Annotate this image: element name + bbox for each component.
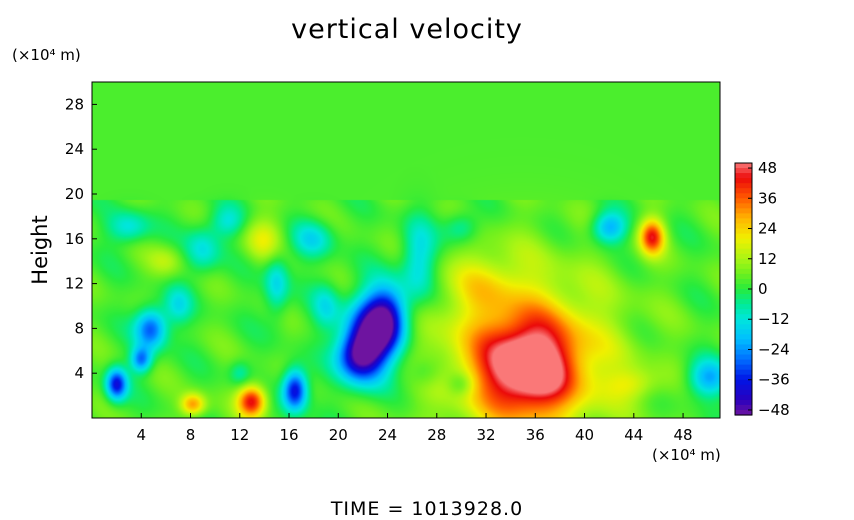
- colorbar-band: [735, 329, 752, 335]
- x-tick-label-8: 8: [186, 426, 196, 444]
- colorbar-band: [735, 168, 752, 174]
- y-tick-label-28: 28: [65, 95, 84, 113]
- colorbar-band: [735, 349, 752, 356]
- x-tick-label-24: 24: [378, 426, 397, 444]
- colorbar-band: [735, 163, 752, 169]
- y-ticks: 4 8 12 16 20 24 28: [65, 95, 97, 382]
- x-axis-unit: (×10⁴ m): [652, 446, 721, 464]
- colorbar-band: [735, 223, 752, 230]
- colorbar-band: [735, 228, 752, 235]
- colorbar-band: [735, 278, 752, 285]
- y-tick-label-12: 12: [65, 275, 84, 293]
- colorbar-label-48: 48: [758, 159, 777, 177]
- x-tick-label-40: 40: [575, 426, 594, 444]
- colorbar-band: [735, 399, 752, 406]
- colorbar-band: [735, 409, 752, 416]
- colorbar-band: [735, 213, 752, 220]
- colorbar-band: [735, 203, 752, 209]
- colorbar-label--12: −12: [758, 310, 790, 328]
- chart-title: vertical velocity: [291, 14, 523, 45]
- colorbar-band: [735, 193, 752, 199]
- colorbar-band: [735, 404, 752, 411]
- colorbar-band: [735, 263, 752, 270]
- colorbar-label-24: 24: [758, 220, 777, 238]
- x-tick-label-36: 36: [526, 426, 545, 444]
- colorbar-band: [735, 384, 752, 391]
- colorbar-band: [735, 218, 752, 225]
- plot-area: [91, 81, 721, 419]
- y-tick-label-20: 20: [65, 185, 84, 203]
- x-tick-label-44: 44: [624, 426, 643, 444]
- colorbar-band: [735, 299, 752, 305]
- y-tick-label-4: 4: [74, 364, 84, 382]
- y-tick-label-24: 24: [65, 140, 84, 158]
- x-tick-label-4: 4: [136, 426, 146, 444]
- colorbar-band: [735, 294, 752, 300]
- colorbar-band: [735, 304, 752, 310]
- colorbar-band: [735, 243, 752, 250]
- y-tick-label-16: 16: [65, 230, 84, 248]
- colorbar: 48 36 24 12 0 −12 −24 −36 −48: [734, 159, 790, 419]
- x-tick-label-16: 16: [279, 426, 298, 444]
- colorbar-band: [735, 309, 752, 315]
- time-readout: TIME = 1013928.0: [330, 498, 524, 520]
- x-tick-label-48: 48: [674, 426, 693, 444]
- colorbar-band: [735, 394, 752, 401]
- colorbar-band: [735, 178, 752, 184]
- colorbar-band: [735, 268, 752, 275]
- colorbar-band: [735, 253, 752, 260]
- colorbar-band: [735, 389, 752, 396]
- x-tick-label-12: 12: [230, 426, 249, 444]
- colorbar-band: [735, 238, 752, 245]
- colorbar-band: [735, 344, 752, 351]
- colorbar-band: [735, 183, 752, 189]
- colorbar-band: [735, 314, 752, 320]
- colorbar-band: [735, 364, 752, 371]
- colorbar-band: [735, 324, 752, 330]
- colorbar-band: [735, 319, 752, 325]
- colorbar-band: [735, 369, 752, 376]
- y-tick-label-8: 8: [74, 319, 84, 337]
- colorbar-band: [735, 289, 752, 295]
- colorbar-band: [735, 173, 752, 179]
- colorbar-label-0: 0: [758, 280, 768, 298]
- colorbar-label--24: −24: [758, 340, 790, 358]
- colorbar-band: [735, 374, 752, 381]
- y-axis-unit: (×10⁴ m): [12, 46, 81, 64]
- colorbar-band: [735, 339, 752, 346]
- colorbar-band: [735, 273, 752, 280]
- x-tick-label-20: 20: [329, 426, 348, 444]
- colorbar-band: [735, 359, 752, 366]
- colorbar-band: [735, 248, 752, 255]
- colorbar-band: [735, 233, 752, 240]
- colorbar-label--36: −36: [758, 371, 790, 389]
- colorbar-band: [735, 208, 752, 214]
- colorbar-band: [735, 379, 752, 386]
- colorbar-band: [735, 354, 752, 361]
- colorbar-label--48: −48: [758, 401, 790, 419]
- plot-frame: [91, 81, 721, 419]
- colorbar-band: [735, 198, 752, 204]
- colorbar-label-12: 12: [758, 250, 777, 268]
- velocity-field: [92, 82, 720, 418]
- colorbar-band: [735, 188, 752, 194]
- x-tick-label-32: 32: [476, 426, 495, 444]
- colorbar-band: [735, 283, 752, 290]
- x-tick-label-28: 28: [427, 426, 446, 444]
- colorbar-band: [735, 334, 752, 340]
- colorbar-label-36: 36: [758, 189, 777, 207]
- x-ticks: 4 8 12 16 20 24 28 32 36 40 44 48: [136, 413, 693, 444]
- colorbar-band: [735, 258, 752, 265]
